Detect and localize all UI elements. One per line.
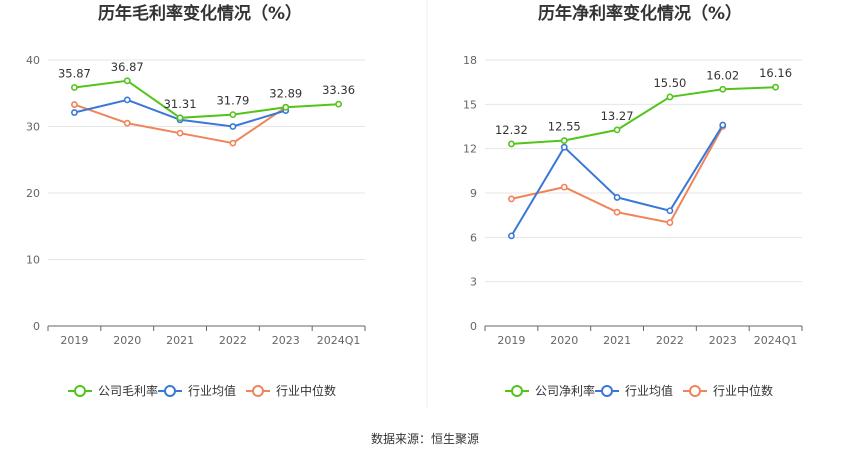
data-point-company [71, 84, 78, 91]
legend-label: 行业均值 [625, 383, 673, 398]
x-tick-label: 2023 [272, 334, 300, 347]
gross-margin-chart: 历年毛利率变化情况（%） 0 10 20 30 40 2019 2020 2021 2022 202… [26, 3, 366, 398]
y-tick-label: 18 [463, 54, 477, 67]
data-point-industry-median [71, 101, 78, 108]
data-point-industry-avg [229, 123, 237, 130]
data-label: 15.50 [653, 76, 686, 90]
chart-title: 历年净利率变化情况（%） [538, 3, 742, 24]
data-label: 13.27 [601, 109, 634, 123]
data-point-company [508, 140, 515, 148]
data-point-industry-median [613, 208, 621, 216]
data-point-company [772, 83, 779, 91]
line-circle-icon [252, 385, 264, 397]
y-tick-label: 6 [470, 231, 477, 244]
data-source-note: 数据来源：恒生聚源 [370, 432, 479, 446]
data-point-industry-median [229, 139, 237, 147]
data-point-industry-avg [71, 109, 78, 116]
data-label: 31.79 [216, 94, 249, 108]
y-tick-label: 0 [33, 320, 40, 333]
line-circle-icon [689, 385, 701, 397]
line-circle-icon [601, 385, 613, 397]
legend-label: 公司毛利率 [98, 383, 158, 398]
legend-label: 公司净利率 [535, 383, 595, 398]
data-point-company [282, 103, 290, 111]
chart-title: 历年毛利率变化情况（%） [98, 3, 302, 24]
legend-label: 行业均值 [188, 383, 236, 398]
x-tick-label: 2021 [166, 334, 194, 347]
data-point-industry-avg [123, 96, 131, 104]
x-tick-label: 2020 [113, 334, 141, 347]
line-circle-icon [511, 385, 523, 397]
line-circle-icon [164, 385, 176, 397]
data-point-industry-avg [666, 207, 674, 215]
y-tick-label: 15 [463, 98, 477, 111]
data-point-industry-avg [613, 194, 621, 201]
data-label: 31.31 [164, 97, 197, 111]
x-tick-label: 2023 [709, 334, 737, 347]
series-line-company [74, 79, 339, 119]
data-point-company [666, 93, 674, 101]
legend-item-industry-median[interactable]: 行业中位数 [683, 383, 773, 398]
legend-item-company[interactable]: 公司毛利率 [68, 383, 158, 398]
y-tick-label: 40 [26, 54, 40, 67]
data-point-company [613, 126, 621, 134]
data-label: 35.87 [58, 66, 91, 80]
data-label: 16.16 [759, 66, 792, 80]
data-point-industry-avg [719, 121, 727, 129]
y-tick-label: 30 [26, 121, 40, 134]
y-tick-label: 10 [26, 254, 40, 267]
y-tick-label: 3 [470, 276, 477, 289]
y-tick-label: 12 [463, 143, 477, 156]
x-tick-label: 2019 [60, 334, 88, 347]
data-label: 32.89 [269, 86, 302, 100]
data-point-industry-avg [508, 232, 515, 240]
data-label: 16.02 [706, 68, 739, 82]
y-tick-label: 0 [470, 320, 477, 333]
y-tick-label: 9 [470, 187, 477, 200]
legend-label: 行业中位数 [276, 383, 336, 398]
legend-item-industry-avg[interactable]: 行业均值 [595, 383, 673, 398]
legend-item-industry-avg[interactable]: 行业均值 [158, 383, 236, 398]
data-point-company [719, 85, 727, 93]
data-point-industry-median [508, 195, 515, 203]
data-point-company [229, 111, 237, 118]
data-point-company [560, 137, 568, 144]
data-point-industry-avg [560, 143, 568, 151]
y-tick-label: 20 [26, 187, 40, 200]
data-point-industry-median [666, 219, 674, 226]
x-tick-label: 2021 [603, 334, 631, 347]
legend-item-industry-median[interactable]: 行业中位数 [246, 383, 336, 398]
data-label: 12.32 [495, 123, 528, 137]
x-tick-label: 2022 [656, 334, 684, 347]
x-tick-label: 2024Q1 [317, 334, 361, 347]
data-point-company [176, 114, 184, 122]
x-tick-label: 2019 [497, 334, 525, 347]
data-point-company [123, 77, 131, 85]
legend-label: 行业中位数 [713, 383, 773, 398]
net-margin-chart: 历年净利率变化情况（%） 0 3 6 9 12 15 18 2019 2020 2021 2022 20… [463, 3, 803, 398]
data-point-industry-median [123, 119, 131, 127]
legend-item-company[interactable]: 公司净利率 [505, 383, 595, 398]
data-label: 33.36 [322, 83, 355, 97]
x-tick-label: 2024Q1 [754, 334, 798, 347]
series-line-company [511, 86, 776, 145]
data-label: 36.87 [111, 60, 144, 74]
data-label: 12.55 [548, 120, 581, 134]
line-circle-icon [74, 385, 86, 397]
data-point-industry-median [560, 183, 568, 191]
data-point-company [335, 100, 342, 108]
x-tick-label: 2020 [550, 334, 578, 347]
x-tick-label: 2022 [219, 334, 247, 347]
data-point-industry-median [176, 129, 184, 137]
